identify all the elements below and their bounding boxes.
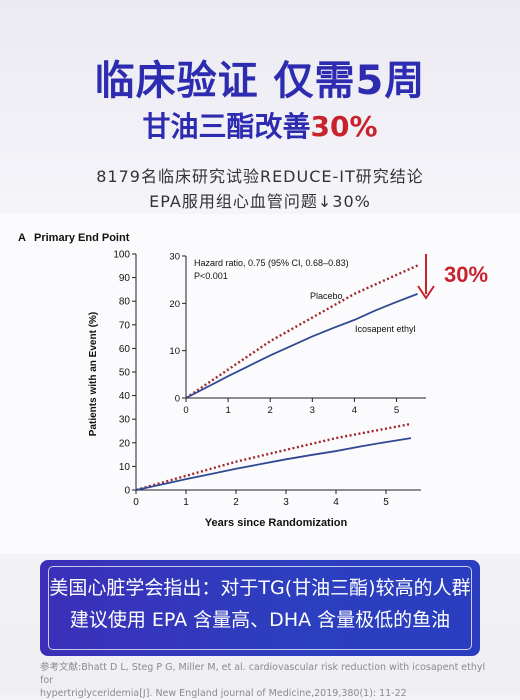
main-y-tick-label: 70: [119, 320, 131, 331]
p-value-annotation: P<0.001: [194, 271, 228, 281]
callout-border: [48, 566, 472, 650]
study-info-line-1: 8179名临床研究试验REDUCE-IT研究结论: [96, 167, 424, 186]
guideline-callout: 美国心脏学会指出：对于TG(甘油三酯)较高的人群 建议使用 EPA 含量高、DH…: [40, 560, 480, 656]
main-y-tick-label: 100: [113, 250, 130, 261]
callout-line-1: 美国心脏学会指出：对于TG(甘油三酯)较高的人群: [49, 577, 471, 599]
main-y-tick-label: 10: [119, 462, 131, 473]
inset-x-tick-label: 3: [310, 405, 315, 416]
inset-y-tick-label: 20: [169, 299, 180, 310]
inset-y-tick-label: 10: [169, 346, 180, 357]
inset-y-tick-label: 30: [169, 252, 180, 263]
reduction-value: 30%: [444, 262, 488, 287]
chart-svg: A Primary End Point Patients with an Eve…: [18, 232, 488, 529]
inset-series-icosapent-line: [185, 293, 418, 399]
subheadline-text: 甘油三酯改善: [142, 110, 311, 143]
study-info-line-2: EPA服用组心血管问题↓30%: [149, 192, 371, 211]
icosapent-label: Icosapent ethyl: [355, 324, 416, 334]
placebo-label: Placebo: [310, 291, 343, 301]
inset-x-tick-label: 0: [183, 405, 188, 416]
main-series-icosapent-line: [135, 437, 412, 491]
main-y-tick-label: 0: [124, 486, 130, 497]
inset-y-tick-label: 0: [175, 394, 180, 405]
inset-series-placebo-line: [185, 264, 419, 399]
inset-axes: 0 10 20 30 0 1 2 3 4 5: [169, 252, 426, 416]
inset-x-tick-label: 5: [394, 405, 399, 416]
subheadline: 甘油三酯改善30%: [0, 105, 520, 145]
subheadline-highlight: 30%: [310, 110, 378, 143]
chart-title: Primary End Point: [34, 232, 130, 244]
x-axis-label: Years since Randomization: [205, 517, 348, 529]
main-x-tick-label: 3: [283, 497, 289, 508]
main-x-tick-label: 0: [133, 497, 139, 508]
main-x-tick-label: 5: [383, 497, 389, 508]
main-series-placebo-line: [135, 422, 412, 492]
reference: 参考文献:Bhatt D L, Steg P G, Miller M, et a…: [40, 661, 500, 700]
reference-line-1: 参考文献:Bhatt D L, Steg P G, Miller M, et a…: [40, 662, 486, 686]
hazard-ratio-annotation: Hazard ratio, 0.75 (95% CI, 0.68–0.83): [194, 258, 349, 268]
main-y-tick-label: 50: [119, 368, 131, 379]
main-y-tick-label: 90: [119, 273, 131, 284]
panel-label: A: [18, 232, 26, 244]
headline: 临床验证 仅需5周: [94, 58, 426, 104]
main-y-tick-label: 60: [119, 344, 131, 355]
main-x-tick-label: 2: [233, 497, 239, 508]
main-x-tick-label: 4: [333, 497, 339, 508]
main-y-tick-label: 40: [119, 391, 131, 402]
reference-line-2: hypertriglyceridemia[J]. New England jou…: [40, 688, 407, 699]
callout-line-2: 建议使用 EPA 含量高、DHA 含量极低的鱼油: [69, 609, 451, 631]
y-axis-label: Patients with an Event (%): [88, 312, 99, 436]
chart-panel: A Primary End Point Patients with an Eve…: [0, 214, 520, 554]
reduction-arrow: [417, 254, 435, 300]
main-y-tick-label: 30: [119, 415, 131, 426]
main-x-tick-label: 1: [183, 497, 189, 508]
inset-x-tick-label: 1: [225, 405, 230, 416]
main-y-tick-label: 20: [119, 438, 131, 449]
main-y-tick-label: 80: [119, 297, 131, 308]
inset-x-tick-label: 4: [352, 405, 357, 416]
inset-x-tick-label: 2: [268, 405, 273, 416]
